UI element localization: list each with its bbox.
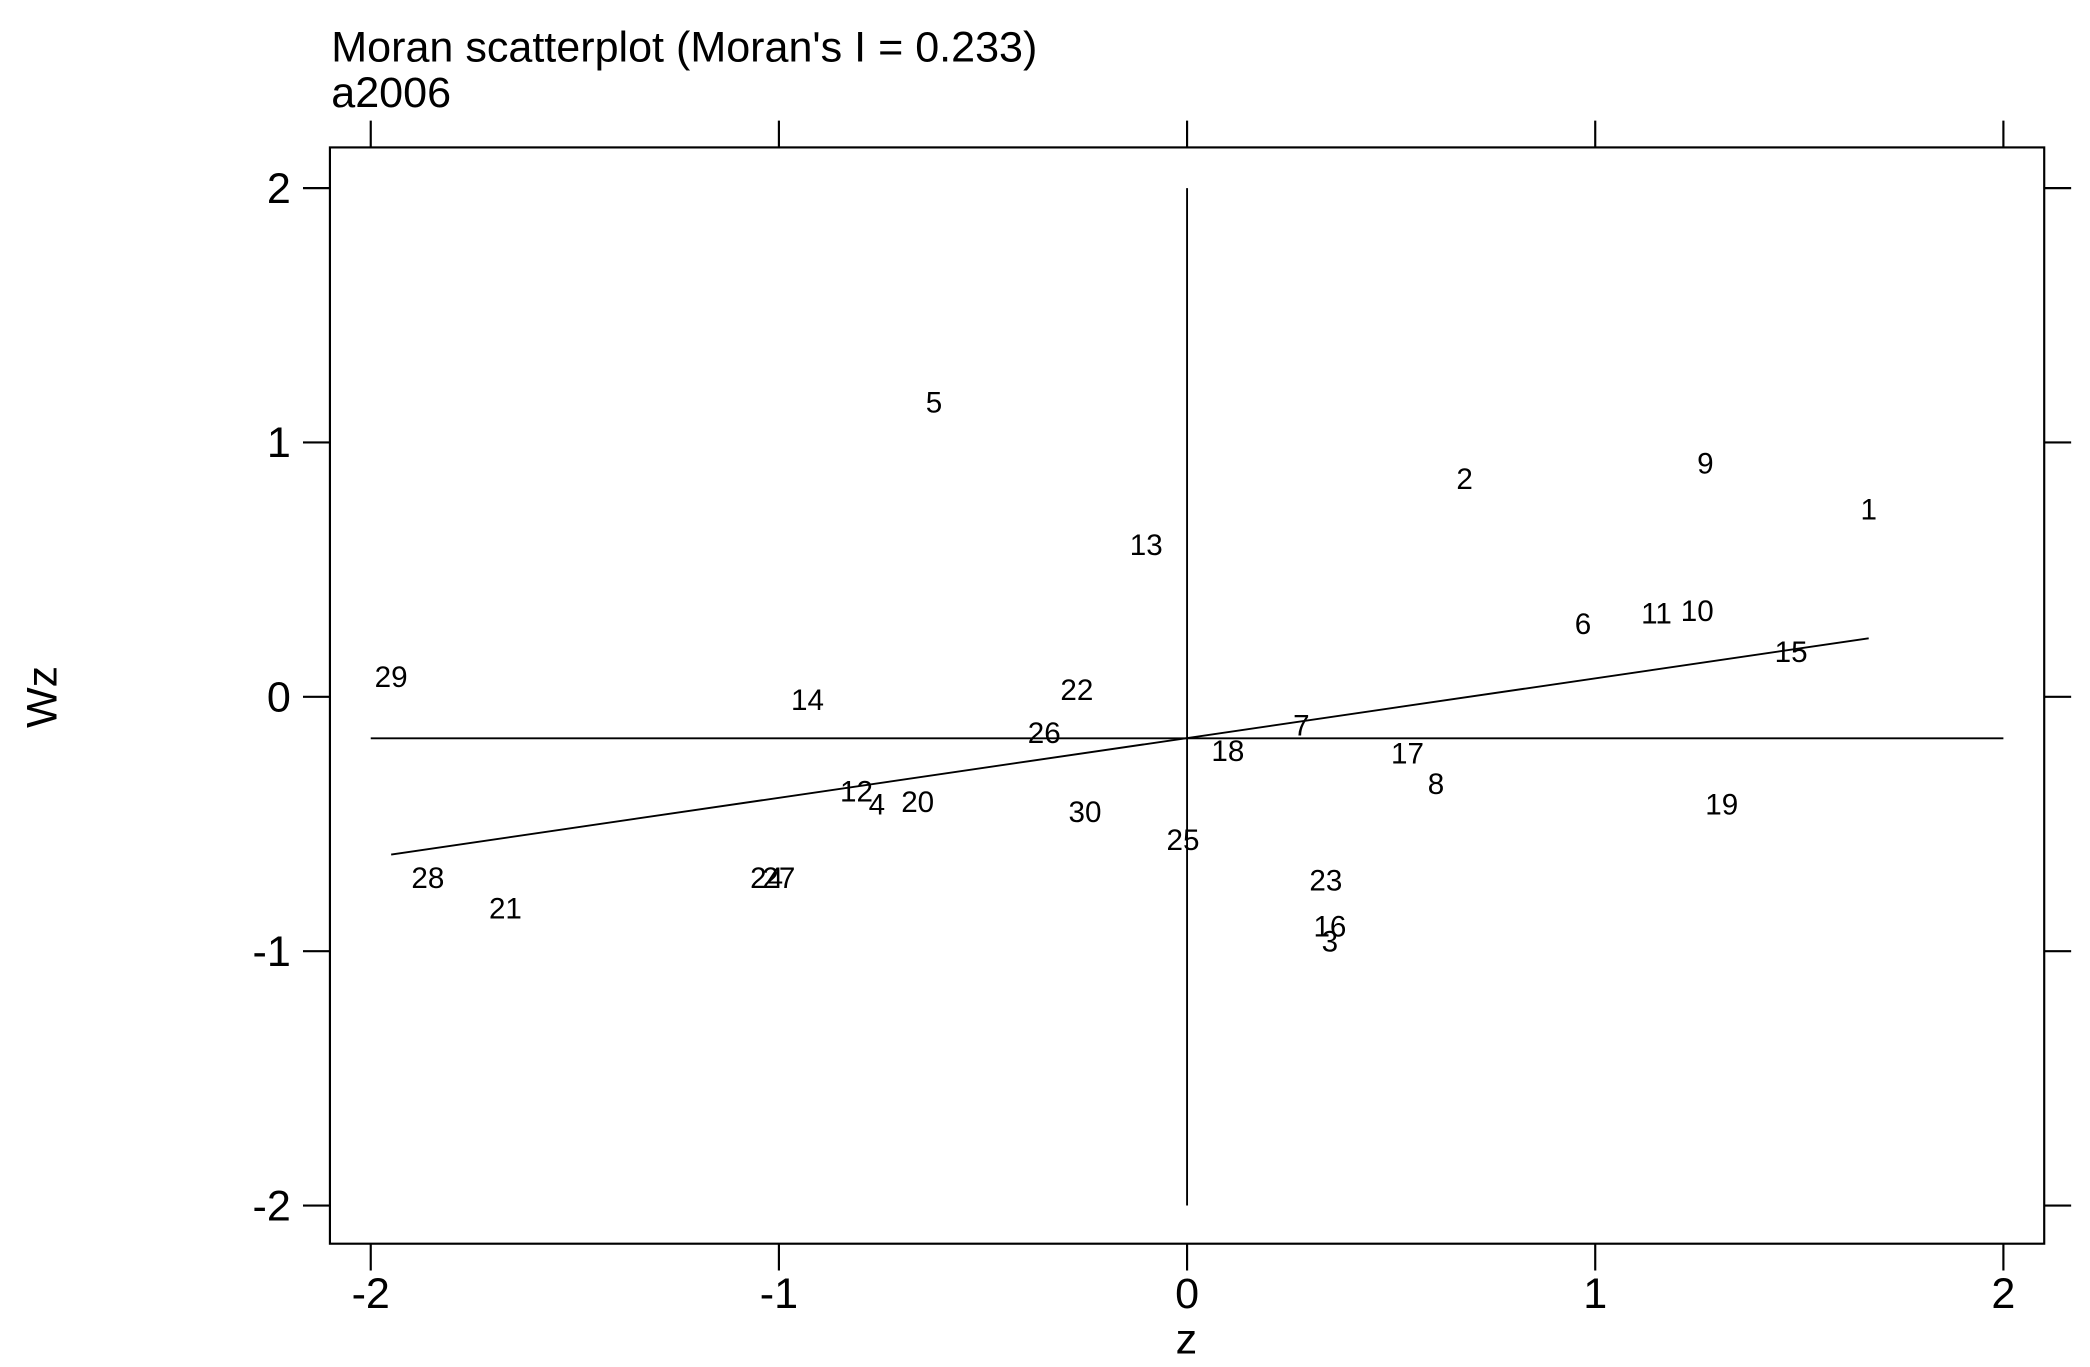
point-label: 20 bbox=[901, 786, 934, 819]
x-axis-label: z bbox=[1176, 1316, 1198, 1364]
point-label: 22 bbox=[1060, 674, 1093, 707]
x-tick-label: -2 bbox=[352, 1270, 390, 1318]
regression-line bbox=[391, 637, 1869, 856]
point-label: 21 bbox=[489, 893, 522, 926]
chart-title: Moran scatterplot (Moran's I = 0.233) bbox=[331, 24, 1037, 72]
point-label: 3 bbox=[1322, 926, 1338, 959]
point-label: 26 bbox=[1028, 717, 1061, 750]
point-label: 25 bbox=[1167, 824, 1200, 857]
point-label: 23 bbox=[1309, 865, 1342, 898]
point-label: 12 bbox=[840, 776, 873, 809]
point-label: 8 bbox=[1428, 768, 1444, 801]
point-label: 28 bbox=[411, 862, 444, 895]
point-label: 29 bbox=[375, 661, 408, 694]
y-tick-label: -1 bbox=[253, 928, 291, 976]
point-label: 6 bbox=[1575, 608, 1591, 641]
point-label: 27 bbox=[762, 862, 795, 895]
point-label: 15 bbox=[1775, 636, 1808, 669]
point-label: 19 bbox=[1705, 788, 1738, 821]
point-label: 16 bbox=[1313, 911, 1346, 944]
point-label: 17 bbox=[1391, 738, 1424, 771]
x-tick-label: 1 bbox=[1583, 1270, 1607, 1318]
point-label: 10 bbox=[1681, 595, 1714, 628]
point-label: 2 bbox=[1456, 463, 1472, 496]
y-tick-label: 1 bbox=[267, 419, 291, 467]
point-label: 18 bbox=[1211, 735, 1244, 768]
y-axis-label: Wz bbox=[18, 666, 66, 728]
y-tick-label: -2 bbox=[253, 1182, 291, 1230]
point-label: 30 bbox=[1069, 796, 1102, 829]
point-label: 5 bbox=[926, 387, 942, 420]
x-tick-label: 0 bbox=[1175, 1270, 1199, 1318]
y-tick-label: 2 bbox=[267, 165, 291, 213]
point-label: 1 bbox=[1860, 493, 1876, 526]
point-label: 4 bbox=[869, 788, 885, 821]
point-label: 7 bbox=[1293, 710, 1309, 743]
point-label: 11 bbox=[1641, 598, 1672, 631]
point-label: 13 bbox=[1130, 529, 1163, 562]
point-label: 24 bbox=[750, 862, 783, 895]
chart-subtitle: a2006 bbox=[331, 69, 451, 117]
point-label: 9 bbox=[1697, 448, 1713, 481]
x-tick-label: -1 bbox=[760, 1270, 798, 1318]
x-tick-label: 2 bbox=[1991, 1270, 2015, 1318]
point-label: 14 bbox=[791, 684, 824, 717]
y-tick-label: 0 bbox=[267, 674, 291, 722]
